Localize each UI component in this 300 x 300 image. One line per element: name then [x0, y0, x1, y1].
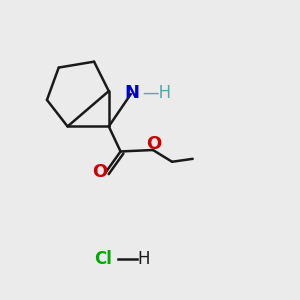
- Text: Cl: Cl: [94, 250, 112, 268]
- Text: O: O: [92, 163, 108, 181]
- Text: O: O: [146, 134, 162, 152]
- Text: N: N: [124, 84, 140, 102]
- Text: H: H: [138, 250, 150, 268]
- Text: —H: —H: [142, 84, 171, 102]
